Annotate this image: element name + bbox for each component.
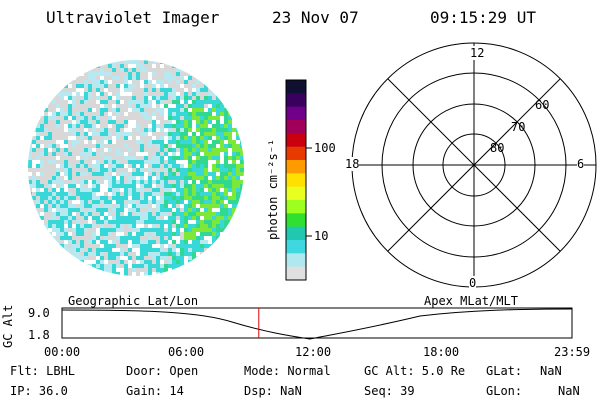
- colorbar-tick-100: 100: [314, 141, 336, 155]
- timeline-y-top: 9.0: [28, 306, 50, 320]
- colorbar-segment: [286, 146, 306, 161]
- info-dsp: Dsp: NaN: [244, 384, 302, 398]
- info-glat-label: GLat:: [486, 364, 523, 378]
- polar-diagonal-2: [387, 78, 561, 252]
- time-label: 09:15:29 UT: [430, 8, 536, 27]
- info-gain: Gain: 14: [126, 384, 184, 398]
- timeline-frame: [61, 307, 573, 339]
- timeline-right-title: Apex MLat/MLT: [424, 294, 518, 308]
- info-door: Door: Open: [126, 364, 199, 378]
- timeline-altitude-curve: [61, 308, 573, 340]
- colorbar-segment: [286, 93, 306, 108]
- colorbar-segment: [286, 200, 306, 214]
- colorbar-segment: [286, 226, 306, 241]
- colorbar-segment: [286, 213, 306, 228]
- polar-ring-label-60: 60: [535, 98, 550, 112]
- polar-label-6: 6: [577, 157, 585, 171]
- instrument-title: Ultraviolet Imager: [46, 8, 220, 27]
- polar-ring-label-80: 80: [490, 141, 505, 155]
- colorbar-segment: [286, 133, 306, 148]
- info-glon-value: NaN: [558, 384, 580, 398]
- info-glat-value: NaN: [540, 364, 562, 378]
- timeline-y-bottom: 1.8: [28, 328, 50, 342]
- colorbar-segment: [286, 240, 306, 254]
- colorbar-segment: [286, 173, 306, 188]
- info-seq: Seq: 39: [364, 384, 415, 398]
- colorbar-segment: [286, 80, 306, 94]
- timeline-tick-1800: 18:00: [423, 345, 460, 359]
- timeline-tick-0000: 00:00: [44, 345, 81, 359]
- colorbar-segment: [286, 120, 306, 134]
- colorbar-segment: [286, 253, 306, 268]
- timeline-tick-1200: 12:00: [295, 345, 332, 359]
- info-mode: Mode: Normal: [244, 364, 331, 378]
- date-label: 23 Nov 07: [272, 8, 359, 27]
- polar-ring-label-70: 70: [511, 120, 526, 134]
- polar-label-0: 0: [469, 276, 477, 290]
- colorbar-segment: [286, 106, 306, 121]
- colorbar-segment: [286, 186, 306, 201]
- polar-label-18: 18: [345, 157, 360, 171]
- info-filter: Flt: LBHL: [10, 364, 76, 378]
- colorbar-segment: [286, 160, 306, 174]
- uv-image-pixels: [28, 60, 244, 276]
- polar-label-12: 12: [470, 46, 485, 60]
- colorbar-tick-10: 10: [314, 229, 329, 243]
- info-glon-label: GLon:: [486, 384, 523, 398]
- info-gc-alt: GC Alt: 5.0 Re: [364, 364, 466, 378]
- timeline-left-title: Geographic Lat/Lon: [68, 294, 199, 308]
- timeline-tick-2359: 23:59: [554, 345, 591, 359]
- info-ip: IP: 36.0: [10, 384, 68, 398]
- timeline-tick-0600: 06:00: [168, 345, 205, 359]
- colorbar-segment: [286, 266, 306, 281]
